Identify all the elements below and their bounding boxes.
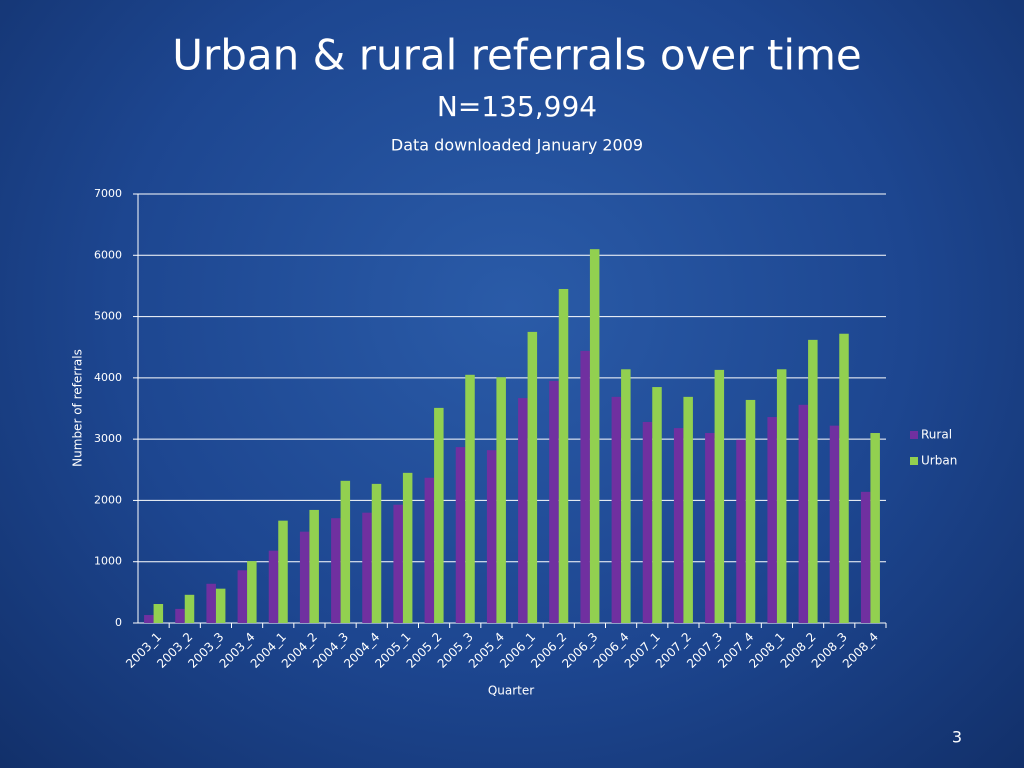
y-tick-label: 7000 [94,187,122,200]
bar [714,369,725,623]
bar [808,339,818,623]
bar [798,404,809,623]
bar [184,594,195,623]
legend-label: Rural [921,428,952,442]
bar [705,433,715,623]
bar [402,472,413,623]
bar [175,608,185,623]
bar [829,425,840,623]
bar [652,387,662,623]
bar [621,369,631,623]
bar [424,477,435,623]
bar [465,374,475,623]
y-tick-label: 6000 [94,248,122,261]
bar [371,483,382,623]
bar [860,491,871,623]
bar [870,433,880,623]
bar [340,480,351,623]
annotation: Data downloaded January 2009 [391,136,643,155]
bar [736,439,746,623]
bar [767,417,777,623]
bar [393,504,403,623]
bar [776,369,787,623]
bar [589,249,600,623]
legend-label: Urban [921,454,957,468]
bar [331,518,341,623]
y-tick-label: 3000 [94,432,122,445]
chart-title: Urban & rural referrals over time [172,31,862,80]
bar [683,396,693,623]
bar [558,288,569,623]
bar [611,396,622,623]
y-tick-label: 0 [115,616,122,629]
y-axis-label: Number of referrals [71,349,85,467]
y-tick-label: 1000 [94,555,122,568]
bar [153,604,164,623]
bar [278,520,288,623]
y-tick-label: 2000 [94,493,122,506]
bar [673,428,684,623]
y-tick-label: 4000 [94,371,122,384]
bar [745,399,756,623]
bar [496,377,506,623]
legend-swatch [910,431,918,439]
bar [144,615,154,623]
bar [518,398,528,623]
bar [362,512,372,623]
bar [237,570,248,623]
bar [206,583,216,623]
bar [215,588,226,623]
bar [299,531,310,623]
page-number: 3 [952,728,962,747]
bar [268,550,279,623]
bar [247,561,257,623]
bar [839,333,849,623]
bar [580,350,590,623]
bar [455,447,466,623]
bar [549,380,559,623]
chart-subtitle: N=135,994 [437,90,597,123]
bar [527,331,538,623]
bar [642,421,653,623]
bar [309,509,319,623]
legend-swatch [910,457,918,465]
bar [434,407,444,623]
bar [486,450,497,623]
y-tick-label: 5000 [94,310,122,323]
x-axis-label: Quarter [488,684,534,698]
